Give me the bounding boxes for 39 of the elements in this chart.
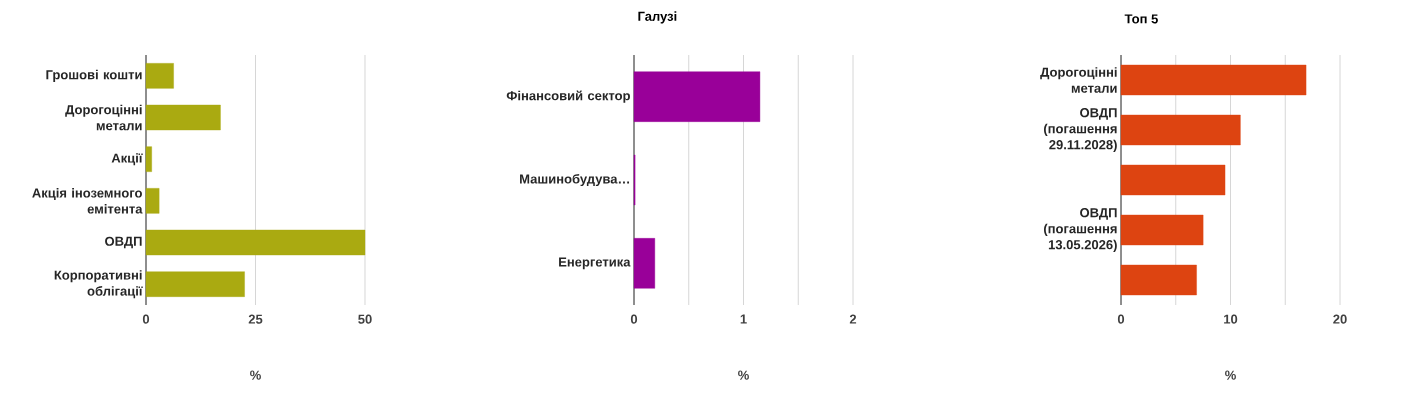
y-tick-label: Акції: [111, 153, 143, 166]
y-tick-label: Машинобудува…: [520, 173, 630, 187]
x-tick-label: 0: [1117, 314, 1125, 324]
bar: [633, 238, 656, 289]
y-tick-label: Акція іноземного емітента: [32, 188, 143, 214]
bar: [145, 104, 221, 131]
bar: [145, 271, 245, 297]
x-tick-label: 0: [630, 314, 638, 324]
x-axis-title: %: [1225, 370, 1236, 380]
x-tick-label: 10: [1224, 314, 1238, 324]
y-tick-label: Дорогоцінні метали: [1040, 67, 1117, 93]
x-tick-label: 20: [1333, 314, 1347, 324]
y-tick-label: Енергетика: [559, 257, 631, 270]
y-tick-label: ОВДП: [105, 236, 142, 249]
y-tick-label: Дорогоцінні метали: [65, 104, 142, 131]
y-tick-label: Фінансовий сектор: [506, 90, 630, 103]
y-tick-label: ОВДП (погашення 29.11.2028): [1044, 108, 1117, 152]
x-axis-title: %: [250, 370, 261, 380]
bar: [1120, 64, 1307, 96]
chart-title: Галузі: [638, 11, 677, 24]
x-tick-label: 0: [142, 314, 150, 324]
y-tick-label: Грошові кошти: [46, 69, 142, 82]
x-tick-label: 25: [248, 314, 263, 324]
bar: [145, 188, 160, 214]
y-tick-label: Корпоративні облігації: [54, 270, 143, 299]
bar: [145, 63, 174, 89]
x-axis-title: %: [738, 370, 749, 380]
bar: [145, 146, 152, 172]
chart-title: Топ 5: [1124, 14, 1158, 24]
bar: [1120, 114, 1241, 146]
bar: [145, 229, 366, 256]
bar: [1120, 164, 1226, 196]
bar: [633, 71, 761, 122]
bar: [1120, 264, 1197, 296]
y-tick-label: ОВДП (погашення 13.05.2026): [1044, 208, 1117, 252]
x-tick-label: 2: [849, 314, 857, 324]
x-tick-label: 1: [740, 314, 747, 324]
x-tick-label: 50: [358, 314, 372, 324]
bar: [1120, 214, 1204, 246]
